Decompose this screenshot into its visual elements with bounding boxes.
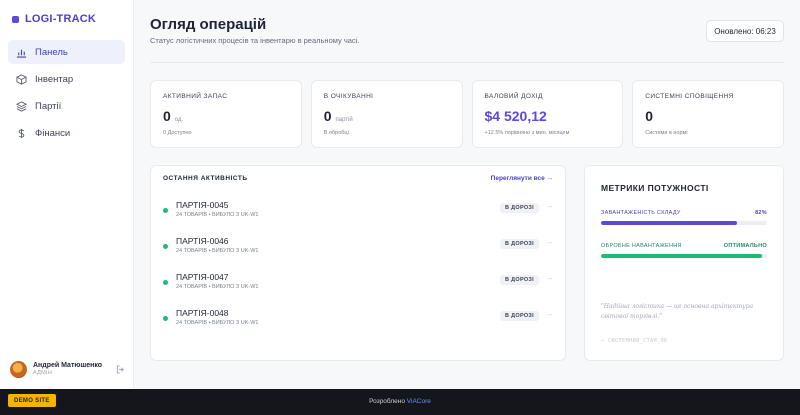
chevron-right-icon[interactable]: → (546, 275, 553, 282)
sidebar-item-label: Інвентар (35, 73, 74, 85)
stat-note: В обробці (323, 130, 349, 136)
stat-note: +12.5% порівняно з мин. місяцем (484, 130, 570, 136)
list-item[interactable]: ПАРТІЯ-0045 24 ТОВАРІВ • ВИБУЛО З UK-W1 … (163, 198, 553, 234)
batch-meta: 24 ТОВАРІВ • ВИБУЛО З UK-W1 (176, 320, 259, 326)
panel-title: ОСТАННЯ АКТИВНІСТЬ (163, 175, 248, 182)
brand-name: LOGI-TRACK (25, 13, 97, 25)
stat-label: ВАЛОВИЙ ДОХІД (484, 93, 543, 100)
capacity-metrics-panel: МЕТРИКИ ПОТУЖНОСТІ ЗАВАНТАЖЕНІСТЬ СКЛАДУ… (584, 165, 784, 361)
stat-value: 0 (645, 108, 654, 124)
quote-text: "Надійна логістика — це основна архітект… (601, 303, 754, 320)
box-icon (16, 73, 27, 85)
sidebar-item-label: Партії (35, 100, 62, 112)
status-badge: В ДОРОЗІ (500, 275, 539, 285)
metric-label: ЗАВАНТАЖЕНІСТЬ СКЛАДУ (601, 210, 681, 216)
status-dot (163, 316, 168, 321)
status-dot (163, 208, 168, 213)
list-item[interactable]: ПАРТІЯ-0047 24 ТОВАРІВ • ВИБУЛО З UK-W1 … (163, 270, 553, 306)
user-name: Андрей Матюшенко (33, 362, 103, 370)
batch-name: ПАРТІЯ-0048 (176, 308, 229, 318)
metric-value: 82% (755, 210, 767, 216)
chevron-right-icon[interactable]: → (546, 203, 553, 210)
progress-bar (601, 254, 767, 258)
chevron-right-icon[interactable]: → (546, 239, 553, 246)
demo-site-badge: DEMO SITE (8, 394, 56, 407)
credit-link[interactable]: ViACore (406, 398, 431, 405)
batch-meta: 24 ТОВАРІВ • ВИБУЛО З UK-W1 (176, 248, 259, 254)
sidebar-item-inventory[interactable]: Інвентар (8, 67, 125, 91)
stat-unit: партій (335, 117, 353, 123)
chevron-right-icon[interactable]: → (546, 311, 553, 318)
sidebar-item-finance[interactable]: Фінанси (8, 121, 125, 145)
status-badge: В ДОРОЗІ (500, 239, 539, 249)
stat-label: СИСТЕМНІ СПОВІЩЕННЯ (645, 93, 734, 100)
batch-name: ПАРТІЯ-0047 (176, 272, 229, 282)
brand-mark-icon (12, 15, 19, 23)
credit-text: Розроблено (369, 398, 407, 405)
progress-bar-fill (601, 221, 738, 225)
batch-meta: 24 ТОВАРІВ • ВИБУЛО З UK-W1 (176, 212, 259, 218)
metric-label: ОБРОБНЕ НАВАНТАЖЕННЯ (601, 243, 682, 249)
brand-logo[interactable]: LOGI-TRACK (12, 13, 96, 25)
layers-icon (16, 100, 27, 112)
updated-time-badge: Оновлено: 06:23 (706, 20, 784, 42)
stat-label: АКТИВНИЙ ЗАПАС (163, 93, 228, 100)
system-status-text: — СИСТЕМНИЙ_СТАН_ОК (601, 338, 668, 344)
stat-note: Системи в нормі (645, 130, 688, 136)
activity-list: ПАРТІЯ-0045 24 ТОВАРІВ • ВИБУЛО З UK-W1 … (163, 198, 553, 342)
footer-bar: DEMO SITE Розроблено ViACore (0, 389, 800, 415)
stats-row: АКТИВНИЙ ЗАПАС 0 од. 0 Доступно В ОЧІКУВ… (150, 80, 784, 148)
user-role: АДМІН (33, 369, 53, 376)
divider (150, 62, 784, 63)
stat-value: $4 520,12 (484, 108, 547, 124)
list-item[interactable]: ПАРТІЯ-0046 24 ТОВАРІВ • ВИБУЛО З UK-W1 … (163, 234, 553, 270)
status-badge: В ДОРОЗІ (500, 203, 539, 213)
metric-processing-load: ОБРОБНЕ НАВАНТАЖЕННЯ ОПТИМАЛЬНО (601, 243, 767, 258)
panel-title: МЕТРИКИ ПОТУЖНОСТІ (601, 183, 709, 193)
sidebar: LOGI-TRACK Панель Інвентар Партії Фінанс… (0, 0, 134, 389)
status-dot (163, 280, 168, 285)
page-title: Огляд операцій (150, 16, 267, 33)
bar-chart-icon (16, 47, 27, 58)
stat-value: 0 (163, 108, 171, 124)
avatar (10, 360, 27, 378)
list-item[interactable]: ПАРТІЯ-0048 24 ТОВАРІВ • ВИБУЛО З UK-W1 … (163, 306, 553, 342)
stat-card-active-stock: АКТИВНИЙ ЗАПАС 0 од. 0 Доступно (150, 80, 302, 148)
metric-warehouse-load: ЗАВАНТАЖЕНІСТЬ СКЛАДУ 82% (601, 210, 767, 225)
progress-bar-fill (601, 254, 763, 258)
stat-card-gross-revenue: ВАЛОВИЙ ДОХІД $4 520,12 +12.5% порівняно… (471, 80, 624, 148)
footer-credit: Розроблено ViACore (0, 398, 800, 405)
stat-card-pending: В ОЧІКУВАННІ 0 партій В обробці (310, 80, 463, 148)
sidebar-item-panel[interactable]: Панель (8, 40, 125, 64)
metric-value: ОПТИМАЛЬНО (723, 243, 767, 249)
sidebar-item-label: Фінанси (35, 127, 71, 139)
dollar-icon (16, 128, 27, 139)
sidebar-item-batches[interactable]: Партії (8, 94, 125, 118)
batch-name: ПАРТІЯ-0045 (176, 200, 229, 210)
page-subtitle: Статус логістичних процесів та інвентарю… (150, 36, 360, 45)
status-dot (163, 244, 168, 249)
sidebar-nav: Панель Інвентар Партії Фінанси (8, 40, 125, 148)
logout-icon[interactable] (116, 364, 125, 374)
batch-name: ПАРТІЯ-0046 (176, 236, 229, 246)
batch-meta: 24 ТОВАРІВ • ВИБУЛО З UK-W1 (176, 284, 259, 290)
user-profile: Андрей Матюшенко АДМІН (10, 356, 125, 382)
recent-activity-panel: ОСТАННЯ АКТИВНІСТЬ Переглянути все → ПАР… (150, 165, 566, 361)
progress-bar (601, 221, 767, 225)
stat-unit: од. (174, 117, 184, 123)
stat-note: 0 Доступно (163, 130, 192, 136)
status-badge: В ДОРОЗІ (500, 311, 539, 321)
stat-value: 0 (323, 108, 332, 124)
sidebar-item-label: Панель (35, 46, 68, 58)
view-all-link[interactable]: Переглянути все → (490, 175, 553, 182)
stat-card-system-alerts: СИСТЕМНІ СПОВІЩЕННЯ 0 Системи в нормі (632, 80, 784, 148)
stat-label: В ОЧІКУВАННІ (323, 93, 374, 100)
